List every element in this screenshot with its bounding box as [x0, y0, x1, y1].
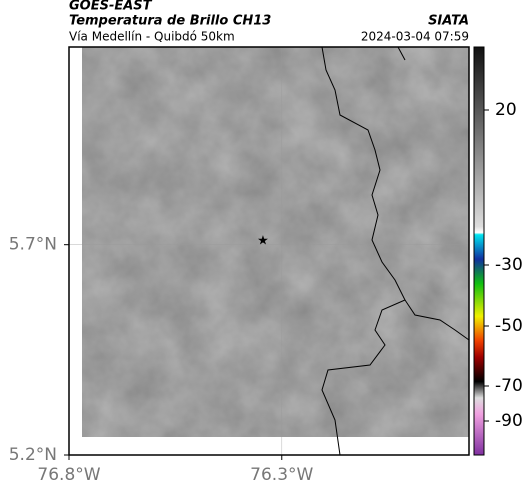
colorbar-label: -90: [495, 411, 523, 431]
colorbar-label: 20: [495, 100, 517, 120]
satellite-texture: [82, 47, 469, 437]
x-tick-label: 76.8°W: [37, 465, 100, 485]
border-line: [397, 46, 406, 61]
source: GOES-EAST: [69, 0, 153, 14]
city-marker: ★: [257, 234, 269, 249]
border-line: [404, 299, 470, 341]
title: Temperatura de Brillo CH13: [69, 14, 271, 29]
y-tick-label: 5.7°N: [9, 235, 57, 255]
border-line: [321, 46, 406, 456]
colorbar-label: -70: [495, 376, 523, 396]
org: SIATA: [428, 14, 469, 29]
colorbar-label: -30: [495, 255, 523, 275]
y-tick-label: 5.2°N: [9, 445, 57, 465]
colorbar-label: -50: [495, 316, 523, 336]
colorbar: [473, 46, 485, 456]
timestamp: 2024-03-04 07:59: [361, 30, 469, 44]
x-tick-label: 76.3°W: [250, 465, 313, 485]
subtitle: Vía Medellín - Quibdó 50km: [69, 30, 235, 44]
map-frame: [68, 46, 470, 456]
